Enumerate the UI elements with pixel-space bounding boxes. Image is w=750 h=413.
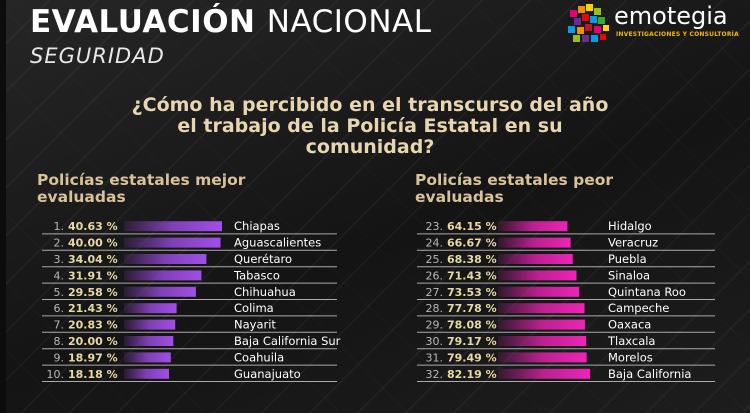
worst-category-label: Sinaloa (608, 268, 650, 282)
best-bar (124, 352, 171, 363)
worst-category-label: Morelos (608, 350, 653, 364)
worst-category-label: Quintana Roo (608, 285, 686, 299)
best-rank-label: 9. (54, 351, 65, 364)
worst-value-label: 82.19 % (447, 368, 497, 381)
best-value-label: 40.00 % (68, 237, 118, 250)
worst-rank-label: 27. (426, 286, 444, 299)
worst-bar (498, 319, 585, 330)
best-bar (124, 270, 202, 281)
best-rank-label: 2. (54, 237, 65, 250)
worst-value-label: 68.38 % (447, 253, 497, 266)
best-value-label: 40.63 % (68, 220, 118, 233)
worst-rank-label: 25. (426, 253, 444, 266)
worst-rank-label: 26. (426, 269, 444, 282)
page-title: EVALUACIÓN NACIONAL (30, 4, 432, 40)
best-bar (124, 303, 177, 314)
best-bar (124, 221, 222, 232)
best-category-label: Aguascalientes (234, 236, 321, 250)
worst-bar (498, 221, 568, 232)
worst-category-label: Puebla (608, 252, 647, 266)
worst-ranking-heading: Policías estatales peor evaluadas (415, 171, 614, 206)
best-value-label: 18.97 % (68, 351, 118, 364)
best-category-label: Coahuila (234, 350, 284, 364)
best-category-label: Baja California Sur (234, 334, 341, 348)
worst-bar (498, 303, 585, 314)
best-bar (124, 286, 196, 297)
best-value-label: 18.18 % (68, 368, 118, 381)
logo-wordmark: emotegia (614, 2, 728, 30)
worst-rank-label: 30. (426, 335, 444, 348)
best-value-label: 20.00 % (68, 335, 118, 348)
best-rank-label: 8. (54, 335, 65, 348)
best-rank-label: 6. (54, 302, 65, 315)
worst-value-label: 79.17 % (447, 335, 497, 348)
best-category-label: Tabasco (233, 268, 280, 282)
best-rank-label: 1. (54, 220, 65, 233)
best-rank-label: 7. (54, 319, 65, 332)
worst-rank-label: 31. (426, 351, 444, 364)
worst-category-label: Veracruz (608, 236, 658, 250)
best-rank-label: 10. (47, 368, 65, 381)
worst-value-label: 71.43 % (447, 269, 497, 282)
best-category-label: Nayarit (234, 318, 276, 332)
worst-bar (498, 336, 587, 346)
best-bar (124, 336, 174, 346)
left-frame-edge (0, 0, 6, 413)
worst-value-label: 66.67 % (447, 237, 497, 250)
worst-category-label: Campeche (608, 301, 669, 315)
worst-rank-label: 32. (426, 368, 444, 381)
best-value-label: 31.91 % (68, 269, 118, 282)
best-category-label: Colima (234, 301, 274, 315)
worst-bar (498, 237, 571, 248)
best-value-label: 21.43 % (68, 302, 118, 315)
worst-category-label: Tlaxcala (607, 334, 655, 348)
title-bold: EVALUACIÓN (30, 4, 256, 40)
worst-value-label: 77.78 % (447, 302, 497, 315)
best-value-label: 34.04 % (68, 253, 118, 266)
worst-bar (498, 254, 573, 264)
title-light: NACIONAL (266, 4, 432, 40)
worst-category-label: Hidalgo (608, 219, 652, 233)
worst-rank-label: 29. (426, 319, 444, 332)
worst-category-label: Oaxaca (608, 318, 651, 332)
best-bar (124, 237, 221, 248)
worst-rank-label: 28. (426, 302, 444, 315)
best-rank-label: 3. (54, 253, 65, 266)
best-category-label: Chihuahua (234, 285, 296, 299)
worst-rank-label: 23. (426, 220, 444, 233)
best-category-label: Querétaro (234, 252, 292, 266)
logo-mosaic-icon (568, 4, 609, 42)
worst-value-label: 73.53 % (447, 286, 497, 299)
best-bar (124, 254, 207, 264)
best-rank-label: 4. (54, 269, 65, 282)
worst-category-label: Baja California (608, 367, 691, 381)
best-bar (124, 319, 176, 330)
worst-bar (498, 368, 590, 379)
logo-tagline: INVESTIGACIONES Y CONSULTORÍA (616, 31, 739, 38)
page-subtitle: SEGURIDAD (30, 44, 165, 68)
survey-question: ¿Cómo ha percibido en el transcurso del … (131, 94, 609, 158)
best-value-label: 29.58 % (68, 286, 118, 299)
best-value-label: 20.83 % (68, 319, 118, 332)
worst-bar (498, 270, 577, 281)
brand-logo: emotegia INVESTIGACIONES Y CONSULTORÍA (566, 2, 746, 48)
best-bar (124, 368, 169, 379)
worst-rank-label: 24. (426, 237, 444, 250)
worst-value-label: 64.15 % (447, 220, 497, 233)
best-category-label: Guanajuato (234, 367, 301, 381)
worst-value-label: 79.49 % (447, 351, 497, 364)
best-rank-label: 5. (54, 286, 65, 299)
best-category-label: Chiapas (234, 219, 280, 233)
worst-bar (498, 286, 580, 297)
worst-value-label: 78.08 % (447, 319, 497, 332)
worst-bar (498, 352, 587, 363)
best-ranking-heading: Policías estatales mejor evaluadas (37, 171, 246, 206)
